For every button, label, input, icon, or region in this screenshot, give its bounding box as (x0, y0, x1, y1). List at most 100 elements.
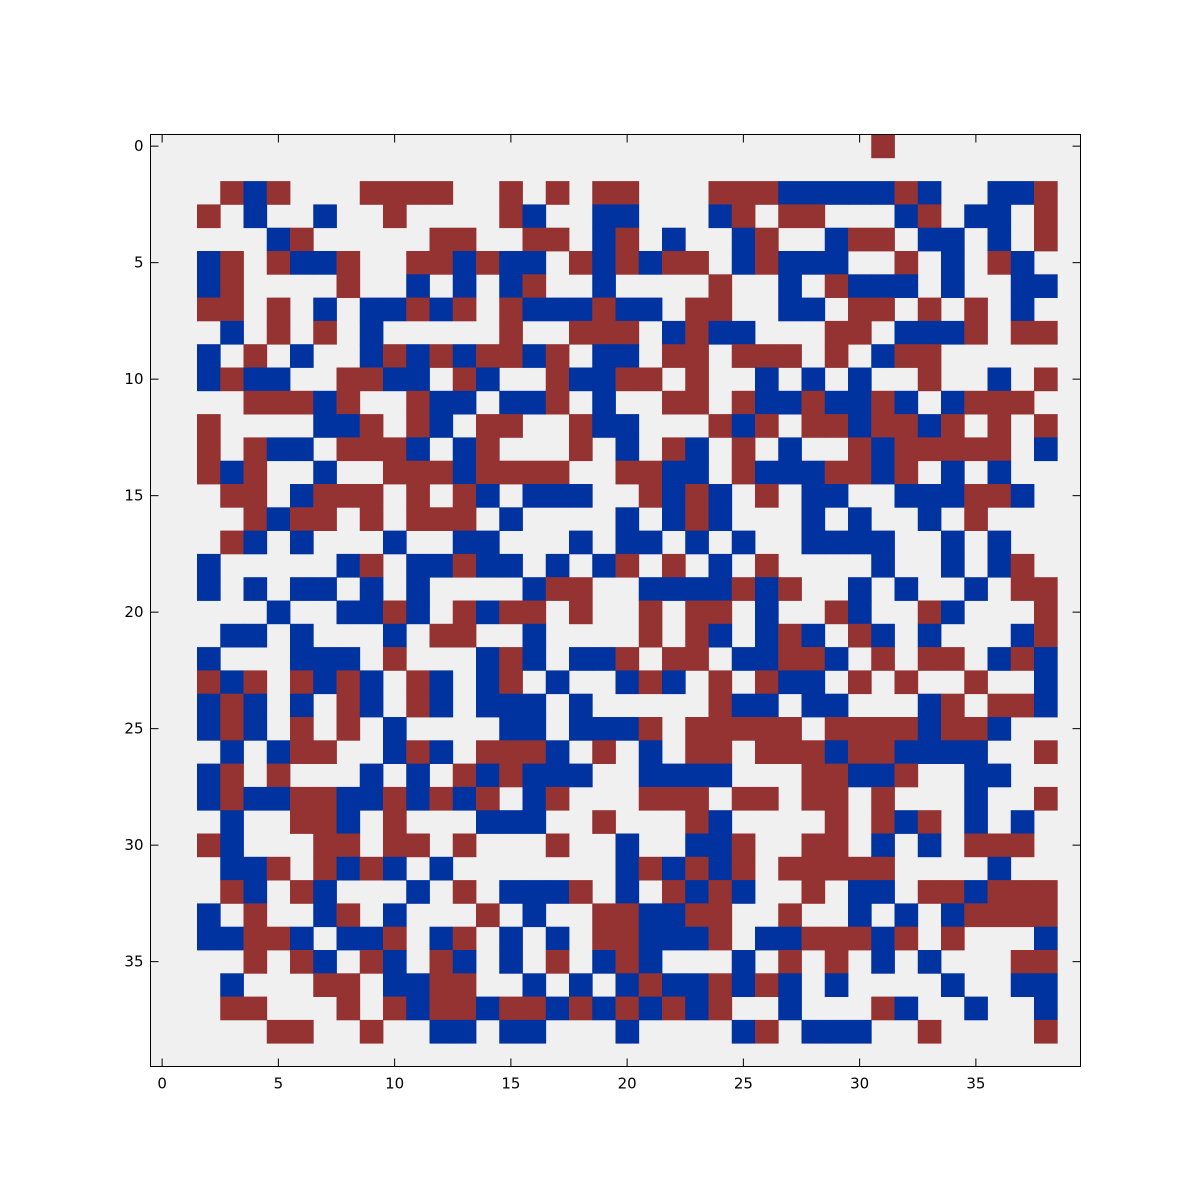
heatmap-cell-red (708, 717, 733, 741)
heatmap-cell-blue (592, 344, 616, 368)
heatmap-cell-blue (290, 926, 314, 951)
heatmap-cell-red (987, 484, 1012, 508)
heatmap-cell-blue (243, 204, 268, 229)
heatmap-cell-red (220, 181, 244, 205)
heatmap-cell-blue (545, 926, 570, 951)
heatmap-cell-red (731, 437, 756, 462)
heatmap-cell-blue (1010, 973, 1035, 997)
heatmap-cell-blue (778, 460, 802, 485)
heatmap-cell-blue (522, 204, 547, 229)
heatmap-cell-red (359, 414, 384, 438)
heatmap-cell-red (941, 880, 965, 904)
heatmap-cell-blue (848, 1019, 872, 1044)
heatmap-cell-red (824, 856, 849, 881)
heatmap-cell-red (429, 623, 454, 648)
heatmap-cell-blue (545, 484, 570, 508)
heatmap-cell-blue (243, 530, 268, 555)
heatmap-cell-blue (755, 623, 779, 648)
heatmap-cell-red (522, 460, 547, 485)
x-tick-label: 5 (274, 1075, 284, 1093)
heatmap-cell-blue (243, 367, 268, 392)
heatmap-cell-red (662, 880, 686, 904)
heatmap-cell-red (917, 344, 942, 368)
heatmap-cell-blue (662, 227, 686, 252)
axes-frame (150, 134, 1081, 1067)
heatmap-cell-blue (894, 903, 919, 928)
heatmap-cell-red (197, 833, 221, 858)
heatmap-cell-blue (964, 810, 988, 834)
heatmap-cell-blue (685, 577, 709, 601)
heatmap-cell-red (778, 717, 802, 741)
heatmap-cell-red (429, 973, 454, 997)
heatmap-cell-blue (801, 670, 826, 695)
heatmap-cell-red (220, 763, 244, 788)
heatmap-cell-blue (755, 600, 779, 625)
heatmap-cell-blue (941, 600, 965, 625)
heatmap-cell-blue (522, 647, 547, 671)
heatmap-cell-red (243, 996, 268, 1021)
heatmap-cell-blue (197, 786, 221, 811)
heatmap-cell-red (290, 717, 314, 741)
heatmap-cell-blue (359, 297, 384, 322)
heatmap-cell-red (429, 227, 454, 252)
heatmap-cell-red (1034, 1019, 1058, 1044)
heatmap-cell-red (941, 717, 965, 741)
tick-labels: 0 5 10 15 20 25 30 35 0 5 10 15 20 25 30 35 (124, 137, 985, 1092)
heatmap-cell-red (336, 251, 361, 275)
heatmap-cell-red (917, 204, 942, 229)
heatmap-cell-blue (1034, 437, 1058, 462)
heatmap-cell-blue (801, 460, 826, 485)
heatmap-cell-red (1034, 950, 1058, 974)
heatmap-cell-blue (778, 996, 802, 1021)
heatmap-cell-red (755, 786, 779, 811)
heatmap-cell-red (406, 833, 430, 858)
heatmap-cell-red (801, 926, 826, 951)
heatmap-cell-blue (615, 856, 640, 881)
heatmap-cell-blue (662, 973, 686, 997)
heatmap-cell-blue (824, 647, 849, 671)
heatmap-cell-blue (545, 880, 570, 904)
heatmap-cell-blue (941, 274, 965, 298)
heatmap-cell-blue (638, 950, 663, 974)
heatmap-cell-blue (569, 484, 593, 508)
heatmap-cell-blue (220, 320, 244, 345)
heatmap-cell-red (685, 507, 709, 531)
heatmap-cell-red (266, 251, 291, 275)
heatmap-cell-blue (685, 460, 709, 485)
heatmap-cell-blue (359, 670, 384, 695)
heatmap-cell-blue (708, 577, 733, 601)
heatmap-cell-red (383, 181, 407, 205)
heatmap-cell-red (243, 507, 268, 531)
heatmap-cell-blue (848, 763, 872, 788)
heatmap-cell-red (266, 926, 291, 951)
heatmap-cell-blue (778, 973, 802, 997)
heatmap-cell-red (499, 460, 523, 485)
heatmap-cell-blue (987, 717, 1012, 741)
heatmap-cell-blue (987, 204, 1012, 229)
heatmap-cell-blue (894, 484, 919, 508)
heatmap-cell-blue (941, 903, 965, 928)
heatmap-cell-red (801, 414, 826, 438)
heatmap-cell-red (871, 390, 895, 415)
heatmap-cell-red (1010, 880, 1035, 904)
heatmap-cell-blue (871, 437, 895, 462)
heatmap-cell-blue (266, 740, 291, 764)
heatmap-cell-red (685, 647, 709, 671)
heatmap-cell-blue (824, 740, 849, 764)
heatmap-cell-blue (755, 926, 779, 951)
heatmap-cell-red (359, 553, 384, 578)
heatmap-cell-blue (429, 926, 454, 951)
heatmap-cell-blue (778, 274, 802, 298)
heatmap-cell-red (452, 600, 477, 625)
heatmap-cell-blue (499, 926, 523, 951)
heatmap-cell-red (848, 670, 872, 695)
heatmap-cell-blue (592, 717, 616, 741)
heatmap-cell-red (1034, 227, 1058, 252)
heatmap-cell-red (615, 950, 640, 974)
heatmap-cell-red (220, 274, 244, 298)
heatmap-cell-red (220, 251, 244, 275)
heatmap-cell-blue (569, 297, 593, 322)
heatmap-cell-red (476, 344, 500, 368)
heatmap-cell-red (545, 390, 570, 415)
heatmap-cell-blue (685, 763, 709, 788)
